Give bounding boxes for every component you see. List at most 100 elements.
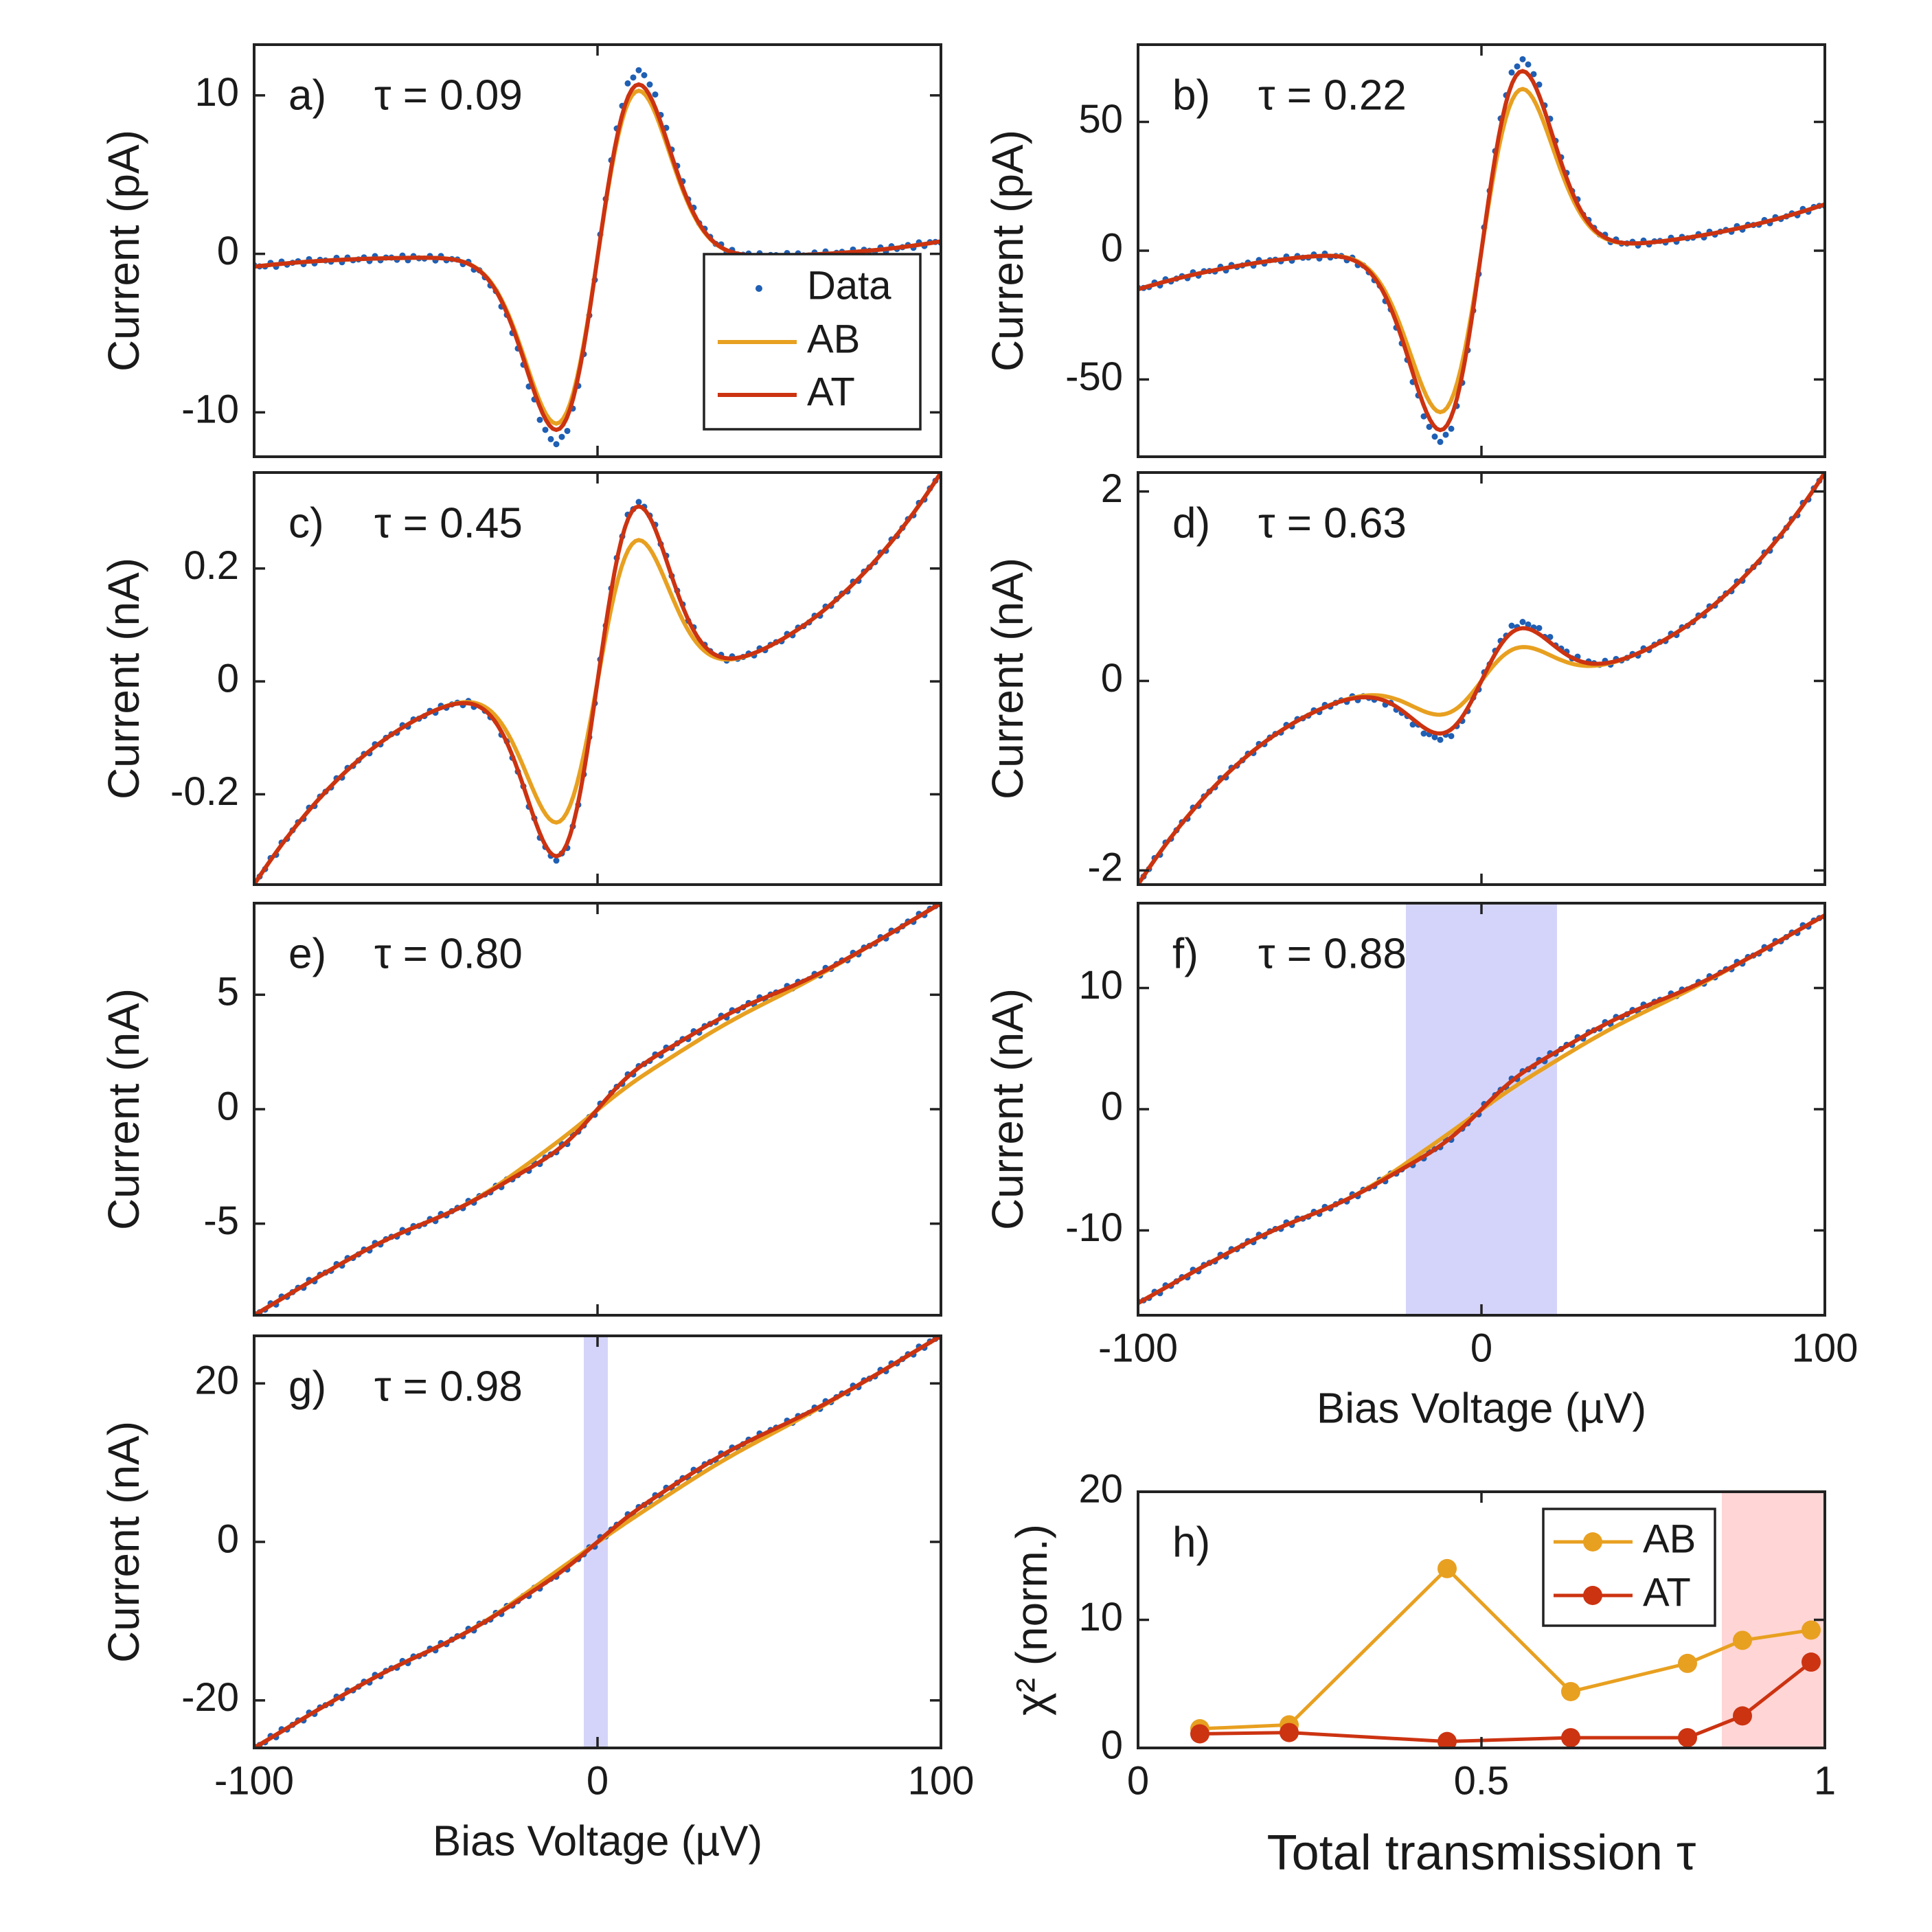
panel-label: h) bbox=[1172, 1519, 1210, 1566]
tau-label: τ = 0.45 bbox=[374, 499, 523, 547]
y-tick-label: -0.2 bbox=[170, 769, 239, 814]
data-point bbox=[1536, 624, 1543, 631]
data-point bbox=[1437, 438, 1444, 445]
y-tick-label: 10 bbox=[194, 70, 239, 115]
data-point bbox=[1448, 425, 1455, 432]
legend-label: Data bbox=[807, 263, 891, 308]
tau-label: τ = 0.22 bbox=[1258, 71, 1407, 119]
legend: AB AT bbox=[1542, 1508, 1716, 1627]
plot-area bbox=[1138, 473, 1825, 885]
x-tick-label: 0 bbox=[587, 1758, 609, 1803]
panel-label: b) bbox=[1172, 71, 1210, 119]
data-point bbox=[1525, 61, 1532, 68]
legend-label: AB bbox=[1643, 1516, 1696, 1561]
legend-label: AT bbox=[1643, 1570, 1691, 1615]
y-tick-label: 0 bbox=[1101, 656, 1123, 701]
panel-label: g) bbox=[288, 1363, 326, 1410]
x-tick-label: -100 bbox=[214, 1758, 294, 1803]
data-point bbox=[558, 433, 565, 440]
y-tick-label: 20 bbox=[194, 1359, 239, 1403]
data-point bbox=[1420, 413, 1427, 420]
tau-label: τ = 0.98 bbox=[374, 1363, 523, 1410]
legend-box bbox=[1542, 1508, 1716, 1627]
y-tick-label: -50 bbox=[1065, 354, 1123, 399]
fit-line-at bbox=[254, 1336, 941, 1748]
tau-label: τ = 0.63 bbox=[1258, 499, 1407, 547]
panel-a: -10 0 10 a) τ = 0.09 Current (pA) Data AB AT bbox=[99, 43, 942, 458]
plot-area bbox=[1138, 56, 1825, 445]
data-point bbox=[1437, 736, 1444, 743]
data-point bbox=[1514, 63, 1521, 70]
data-point bbox=[1536, 81, 1543, 88]
y-tick-label: 0 bbox=[217, 1084, 239, 1128]
data-point bbox=[564, 427, 571, 434]
panel-label: d) bbox=[1172, 499, 1210, 547]
panel-label: e) bbox=[288, 930, 326, 977]
y-tick-label: -5 bbox=[203, 1198, 239, 1243]
panel-g: -100 0 100 -20 0 20 g) τ = 0.98 Current (nA) Bias… bbox=[99, 1334, 974, 1865]
data-point bbox=[646, 81, 653, 88]
data-point bbox=[635, 499, 642, 505]
data-point bbox=[1431, 734, 1438, 740]
data-point bbox=[1409, 721, 1416, 728]
tau-label: τ = 0.88 bbox=[1258, 930, 1407, 977]
shaded-band-red bbox=[1722, 1492, 1825, 1748]
y-axis-label: Current (nA) bbox=[99, 1421, 148, 1663]
y-tick-label: -10 bbox=[181, 387, 239, 432]
y-tick-label: -20 bbox=[181, 1675, 239, 1720]
data-point bbox=[641, 71, 648, 78]
y-tick-label: 0 bbox=[217, 229, 239, 273]
y-tick-label: 5 bbox=[217, 970, 239, 1014]
legend-marker bbox=[1583, 1532, 1602, 1552]
y-axis-label: Current (nA) bbox=[99, 988, 148, 1230]
panel-label: f) bbox=[1172, 930, 1198, 977]
data-point bbox=[1547, 633, 1554, 640]
panel-e: -5 0 5 e) τ = 0.80 Current (nA) bbox=[99, 902, 942, 1317]
fit-line-at bbox=[254, 473, 941, 885]
x-axis-label: Total transmission τ bbox=[1267, 1826, 1696, 1880]
data-point bbox=[553, 441, 560, 448]
panel-d: -2 0 2 d) τ = 0.63 Current (nA) bbox=[983, 466, 1826, 890]
series-point-at bbox=[1561, 1728, 1580, 1748]
x-axis-label: Bias Voltage (µV) bbox=[433, 1817, 762, 1865]
x-tick-label: -100 bbox=[1098, 1326, 1178, 1370]
data-point bbox=[635, 67, 642, 73]
plot-area bbox=[1190, 1558, 1821, 1748]
series-point-at bbox=[1733, 1706, 1752, 1726]
y-tick-label: 10 bbox=[1078, 963, 1123, 1008]
data-point bbox=[1519, 619, 1526, 626]
y-tick-label: 0 bbox=[1101, 1084, 1123, 1128]
data-point bbox=[1431, 433, 1438, 440]
y-tick-label: -2 bbox=[1087, 845, 1123, 890]
series-point-ab bbox=[1678, 1653, 1697, 1673]
panel-label: a) bbox=[288, 71, 326, 119]
data-point bbox=[630, 74, 637, 81]
data-point bbox=[542, 427, 549, 433]
data-point bbox=[1448, 733, 1455, 740]
series-point-at bbox=[1437, 1731, 1457, 1748]
x-tick-label: 0.5 bbox=[1454, 1758, 1510, 1803]
x-tick-label: 1 bbox=[1814, 1758, 1836, 1803]
panel-c: -0.2 0 0.2 c) τ = 0.45 Current (nA) bbox=[99, 471, 942, 886]
y-axis-label: Current (nA) bbox=[983, 988, 1032, 1230]
legend-label: AB bbox=[807, 317, 860, 361]
tau-label: τ = 0.80 bbox=[374, 930, 523, 977]
data-point bbox=[536, 416, 543, 423]
data-point bbox=[1508, 622, 1515, 629]
series-point-at bbox=[1678, 1728, 1697, 1748]
plot-area bbox=[254, 1336, 941, 1748]
series-point-ab bbox=[1437, 1558, 1457, 1578]
data-point bbox=[1442, 431, 1449, 438]
y-axis-label: Current (pA) bbox=[983, 130, 1032, 372]
series-point-at bbox=[1280, 1723, 1299, 1742]
panel-b: -50 0 50 b) τ = 0.22 Current (pA) bbox=[983, 43, 1826, 458]
y-axis-label: Current (nA) bbox=[99, 558, 148, 799]
series-point-at bbox=[1190, 1724, 1209, 1744]
plot-area bbox=[1138, 913, 1825, 1305]
panel-label: c) bbox=[288, 499, 324, 547]
data-point bbox=[1420, 730, 1427, 737]
legend: Data AB AT bbox=[703, 253, 922, 431]
legend-marker-data bbox=[755, 285, 762, 292]
